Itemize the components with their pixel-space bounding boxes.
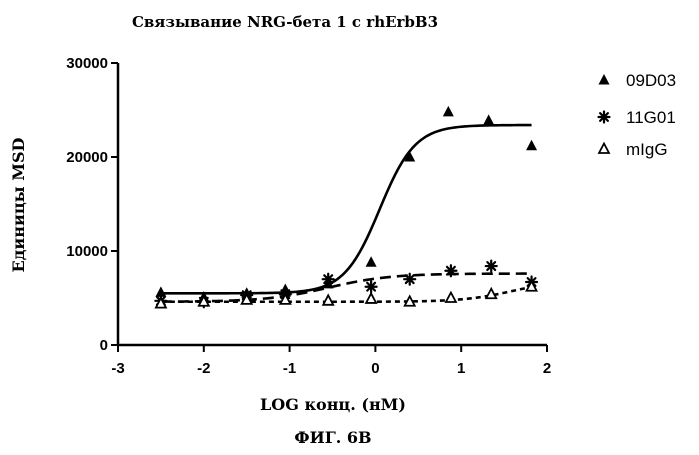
data-point-11g01 (323, 274, 334, 285)
y-axis-label: Единицы MSD (9, 137, 28, 272)
data-point-migg (405, 296, 415, 306)
chart-title: Связывание NRG-бета 1 с rhErbB3 (132, 13, 438, 31)
y-tick-label: 0 (100, 337, 108, 354)
data-point-migg (446, 293, 456, 303)
axes: -3 -2 -1 0 1 2 0 10000 20000 30000 (66, 55, 551, 377)
legend-marker-migg (599, 144, 609, 154)
data-point-migg (486, 289, 496, 299)
fit-curves (161, 125, 532, 302)
data-point-09d03 (483, 114, 494, 125)
data-point-11g01 (404, 274, 415, 285)
figure-caption: ФИГ. 6B (294, 428, 371, 447)
y-tick-label: 10000 (66, 243, 108, 260)
y-tick-label: 30000 (66, 55, 108, 72)
data-point-11g01 (486, 261, 497, 272)
data-point-migg (323, 295, 333, 305)
data-point-09d03 (443, 106, 454, 117)
legend-marker-09d03 (599, 74, 610, 85)
x-axis-label: LOG конц. (нМ) (260, 395, 406, 414)
legend-label: 11G01 (626, 108, 676, 127)
data-point-migg (366, 293, 376, 303)
legend-label: mIgG (626, 140, 668, 159)
x-tick-label: -3 (111, 360, 124, 377)
fit-curve-09d03 (161, 125, 532, 293)
data-point-09d03 (366, 256, 377, 267)
data-points (155, 106, 537, 308)
x-tick-label: 0 (371, 360, 379, 377)
legend-label: 09D03 (626, 71, 676, 90)
x-tick-label: -1 (283, 360, 296, 377)
x-tick-label: 2 (543, 360, 551, 377)
legend: 09D03 11G01 mIgG (599, 71, 677, 159)
data-point-11g01 (366, 281, 377, 292)
legend-marker-11g01 (599, 112, 610, 123)
x-tick-label: 1 (457, 360, 465, 377)
x-tick-label: -2 (197, 360, 210, 377)
data-point-migg (156, 298, 166, 308)
y-tick-label: 20000 (66, 149, 108, 166)
data-point-11g01 (445, 265, 456, 276)
data-point-09d03 (526, 140, 537, 151)
